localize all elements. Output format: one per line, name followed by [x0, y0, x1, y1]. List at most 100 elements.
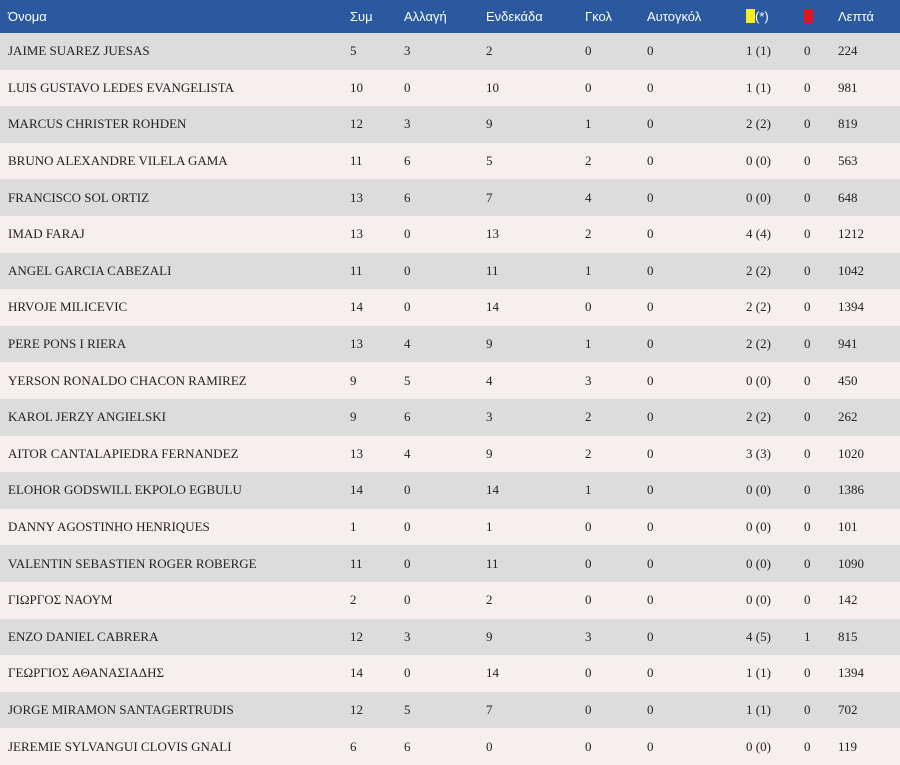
own-goals-cell: 0: [647, 519, 654, 535]
table-row: JEREMIE SYLVANGUI CLOVIS GNALI 6 6 0 0 0 0 (0)…: [0, 728, 900, 765]
own-goals-cell: 0: [647, 262, 654, 278]
minutes-cell: 648: [838, 189, 858, 205]
yellow-cards-cell: 2 (2): [746, 299, 771, 315]
goals-cell: 2: [585, 409, 592, 425]
red-cards-cell: 0: [804, 189, 811, 205]
subs-cell: 0: [404, 482, 411, 498]
subs-cell: 5: [404, 372, 411, 388]
table-row: AITOR CANTALAPIEDRA FERNANDEZ 13 4 9 2 0 3 (3)…: [0, 435, 900, 473]
minutes-cell: 1386: [838, 482, 864, 498]
yellow-cards-cell: 2 (2): [746, 336, 771, 352]
red-cards-cell: 0: [804, 665, 811, 681]
header-name[interactable]: Όνομα: [8, 9, 47, 24]
goals-cell: 2: [585, 153, 592, 169]
yellow-cards-cell: 1 (1): [746, 701, 771, 717]
header-subs[interactable]: Αλλαγή: [404, 9, 447, 24]
goals-cell: 0: [585, 79, 592, 95]
red-cards-cell: 0: [804, 153, 811, 169]
subs-cell: 6: [404, 153, 411, 169]
red-cards-cell: 0: [804, 79, 811, 95]
goals-cell: 0: [585, 555, 592, 571]
minutes-cell: 815: [838, 628, 858, 644]
table-row: MARCUS CHRISTER ROHDEN 12 3 9 1 0 2 (2) 0 819: [0, 106, 900, 143]
subs-cell: 3: [404, 116, 411, 132]
player-name: AITOR CANTALAPIEDRA FERNANDEZ: [8, 445, 239, 461]
subs-cell: 6: [404, 189, 411, 205]
player-name: ΓΙΩΡΓΟΣ ΝΑΟΥΜ: [8, 592, 113, 608]
starts-cell: 2: [486, 592, 493, 608]
starts-cell: 9: [486, 116, 493, 132]
yellow-cards-cell: 1 (1): [746, 79, 771, 95]
own-goals-cell: 0: [647, 336, 654, 352]
table-row: FRANCISCO SOL ORTIZ 13 6 7 4 0 0 (0) 0 648: [0, 179, 900, 216]
starts-cell: 13: [486, 226, 499, 242]
goals-cell: 1: [585, 262, 592, 278]
minutes-cell: 224: [838, 43, 858, 59]
subs-cell: 0: [404, 665, 411, 681]
table-row: YERSON RONALDO CHACON RAMIREZ 9 5 4 3 0 0 (0) 0…: [0, 362, 900, 399]
red-cards-cell: 0: [804, 519, 811, 535]
red-cards-cell: 0: [804, 445, 811, 461]
player-name: JAIME SUAREZ JUESAS: [8, 43, 150, 59]
minutes-cell: 819: [838, 116, 858, 132]
goals-cell: 0: [585, 519, 592, 535]
apps-cell: 1: [350, 519, 357, 535]
apps-cell: 12: [350, 628, 363, 644]
red-cards-cell: 0: [804, 43, 811, 59]
minutes-cell: 702: [838, 701, 858, 717]
apps-cell: 2: [350, 592, 357, 608]
minutes-cell: 1020: [838, 445, 864, 461]
starts-cell: 11: [486, 555, 499, 571]
player-name: IMAD FARAJ: [8, 226, 85, 242]
subs-cell: 0: [404, 79, 411, 95]
header-starts[interactable]: Ενδεκάδα: [486, 9, 543, 24]
starts-cell: 5: [486, 153, 493, 169]
table-header-row: Όνομα Συμ Αλλαγή Ενδεκάδα Γκολ Αυτογκόλ …: [0, 0, 900, 33]
yellow-cards-cell: 0 (0): [746, 189, 771, 205]
subs-cell: 0: [404, 519, 411, 535]
minutes-cell: 142: [838, 592, 858, 608]
table-row: IMAD FARAJ 13 0 13 2 0 4 (4) 0 1212: [0, 215, 900, 253]
red-cards-cell: 0: [804, 226, 811, 242]
minutes-cell: 1212: [838, 226, 864, 242]
header-yellow-cards[interactable]: (*): [746, 0, 804, 33]
player-name: DANNY AGOSTINHO HENRIQUES: [8, 519, 210, 535]
table-row: ANGEL GARCIA CABEZALI 11 0 11 1 0 2 (2) 0 1042: [0, 252, 900, 290]
minutes-cell: 262: [838, 409, 858, 425]
subs-cell: 0: [404, 592, 411, 608]
apps-cell: 11: [350, 262, 363, 278]
yellow-cards-cell: 4 (4): [746, 226, 771, 242]
table-row: LUIS GUSTAVO LEDES EVANGELISTA 10 0 10 0 0 1 (…: [0, 69, 900, 107]
apps-cell: 14: [350, 299, 363, 315]
header-own-goals[interactable]: Αυτογκόλ: [647, 9, 702, 24]
header-apps[interactable]: Συμ: [350, 9, 373, 24]
minutes-cell: 941: [838, 336, 858, 352]
player-name: JEREMIE SYLVANGUI CLOVIS GNALI: [8, 738, 232, 754]
goals-cell: 1: [585, 482, 592, 498]
player-name: ANGEL GARCIA CABEZALI: [8, 262, 172, 278]
player-name: HRVOJE MILICEVIC: [8, 299, 128, 315]
apps-cell: 9: [350, 372, 357, 388]
yellow-cards-cell: 0 (0): [746, 482, 771, 498]
yellow-card-icon: [746, 9, 755, 23]
subs-cell: 4: [404, 445, 411, 461]
apps-cell: 14: [350, 665, 363, 681]
own-goals-cell: 0: [647, 665, 654, 681]
goals-cell: 3: [585, 628, 592, 644]
own-goals-cell: 0: [647, 409, 654, 425]
table-row: ENZO DANIEL CABRERA 12 3 9 3 0 4 (5) 1 815: [0, 618, 900, 656]
header-red-cards[interactable]: [804, 0, 838, 33]
header-goals[interactable]: Γκολ: [585, 9, 612, 24]
subs-cell: 5: [404, 701, 411, 717]
yellow-cards-cell: 4 (5): [746, 628, 771, 644]
goals-cell: 0: [585, 701, 592, 717]
own-goals-cell: 0: [647, 43, 654, 59]
yellow-cards-cell: 2 (2): [746, 116, 771, 132]
starts-cell: 11: [486, 262, 499, 278]
minutes-cell: 450: [838, 372, 858, 388]
header-minutes[interactable]: Λεπτά: [838, 9, 874, 24]
yellow-cards-cell: 0 (0): [746, 738, 771, 754]
starts-cell: 7: [486, 701, 493, 717]
starts-cell: 9: [486, 628, 493, 644]
own-goals-cell: 0: [647, 701, 654, 717]
